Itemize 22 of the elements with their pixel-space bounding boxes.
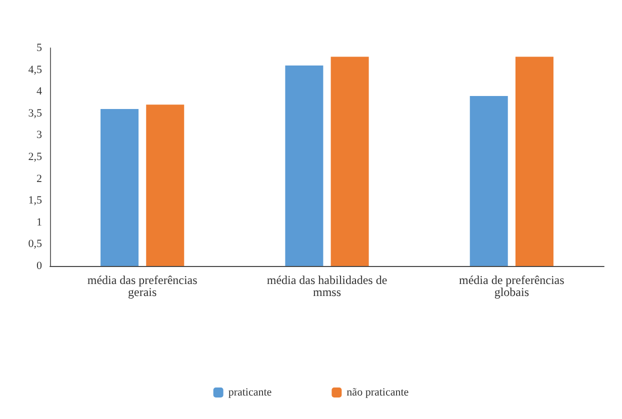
bar <box>285 65 324 266</box>
y-tick-label: 2,5 <box>28 151 42 163</box>
y-tick-label: 1 <box>36 216 42 228</box>
y-tick-label: 3 <box>36 129 42 142</box>
y-tick-label: 0,5 <box>28 238 42 250</box>
y-tick-label: 4 <box>36 86 42 98</box>
x-tick-label: média de preferências globais <box>459 273 565 299</box>
bar <box>146 104 184 266</box>
bar <box>470 96 508 266</box>
bar <box>330 56 369 266</box>
legend-label: praticante <box>228 386 272 398</box>
y-tick-label: 1,5 <box>28 194 42 207</box>
y-tick-label: 0 <box>36 260 42 272</box>
legend-label: não praticante <box>346 386 409 398</box>
x-tick-label: média das habilidades de mmss <box>266 273 388 299</box>
y-tick-label: 2 <box>36 172 42 185</box>
y-tick-label: 5 <box>36 42 42 54</box>
y-tick-label: 4,5 <box>28 64 42 76</box>
bar <box>515 56 554 266</box>
x-tick-label: média das preferências gerais <box>87 273 198 299</box>
y-tick-label: 3,5 <box>28 107 42 120</box>
bar <box>100 109 139 266</box>
